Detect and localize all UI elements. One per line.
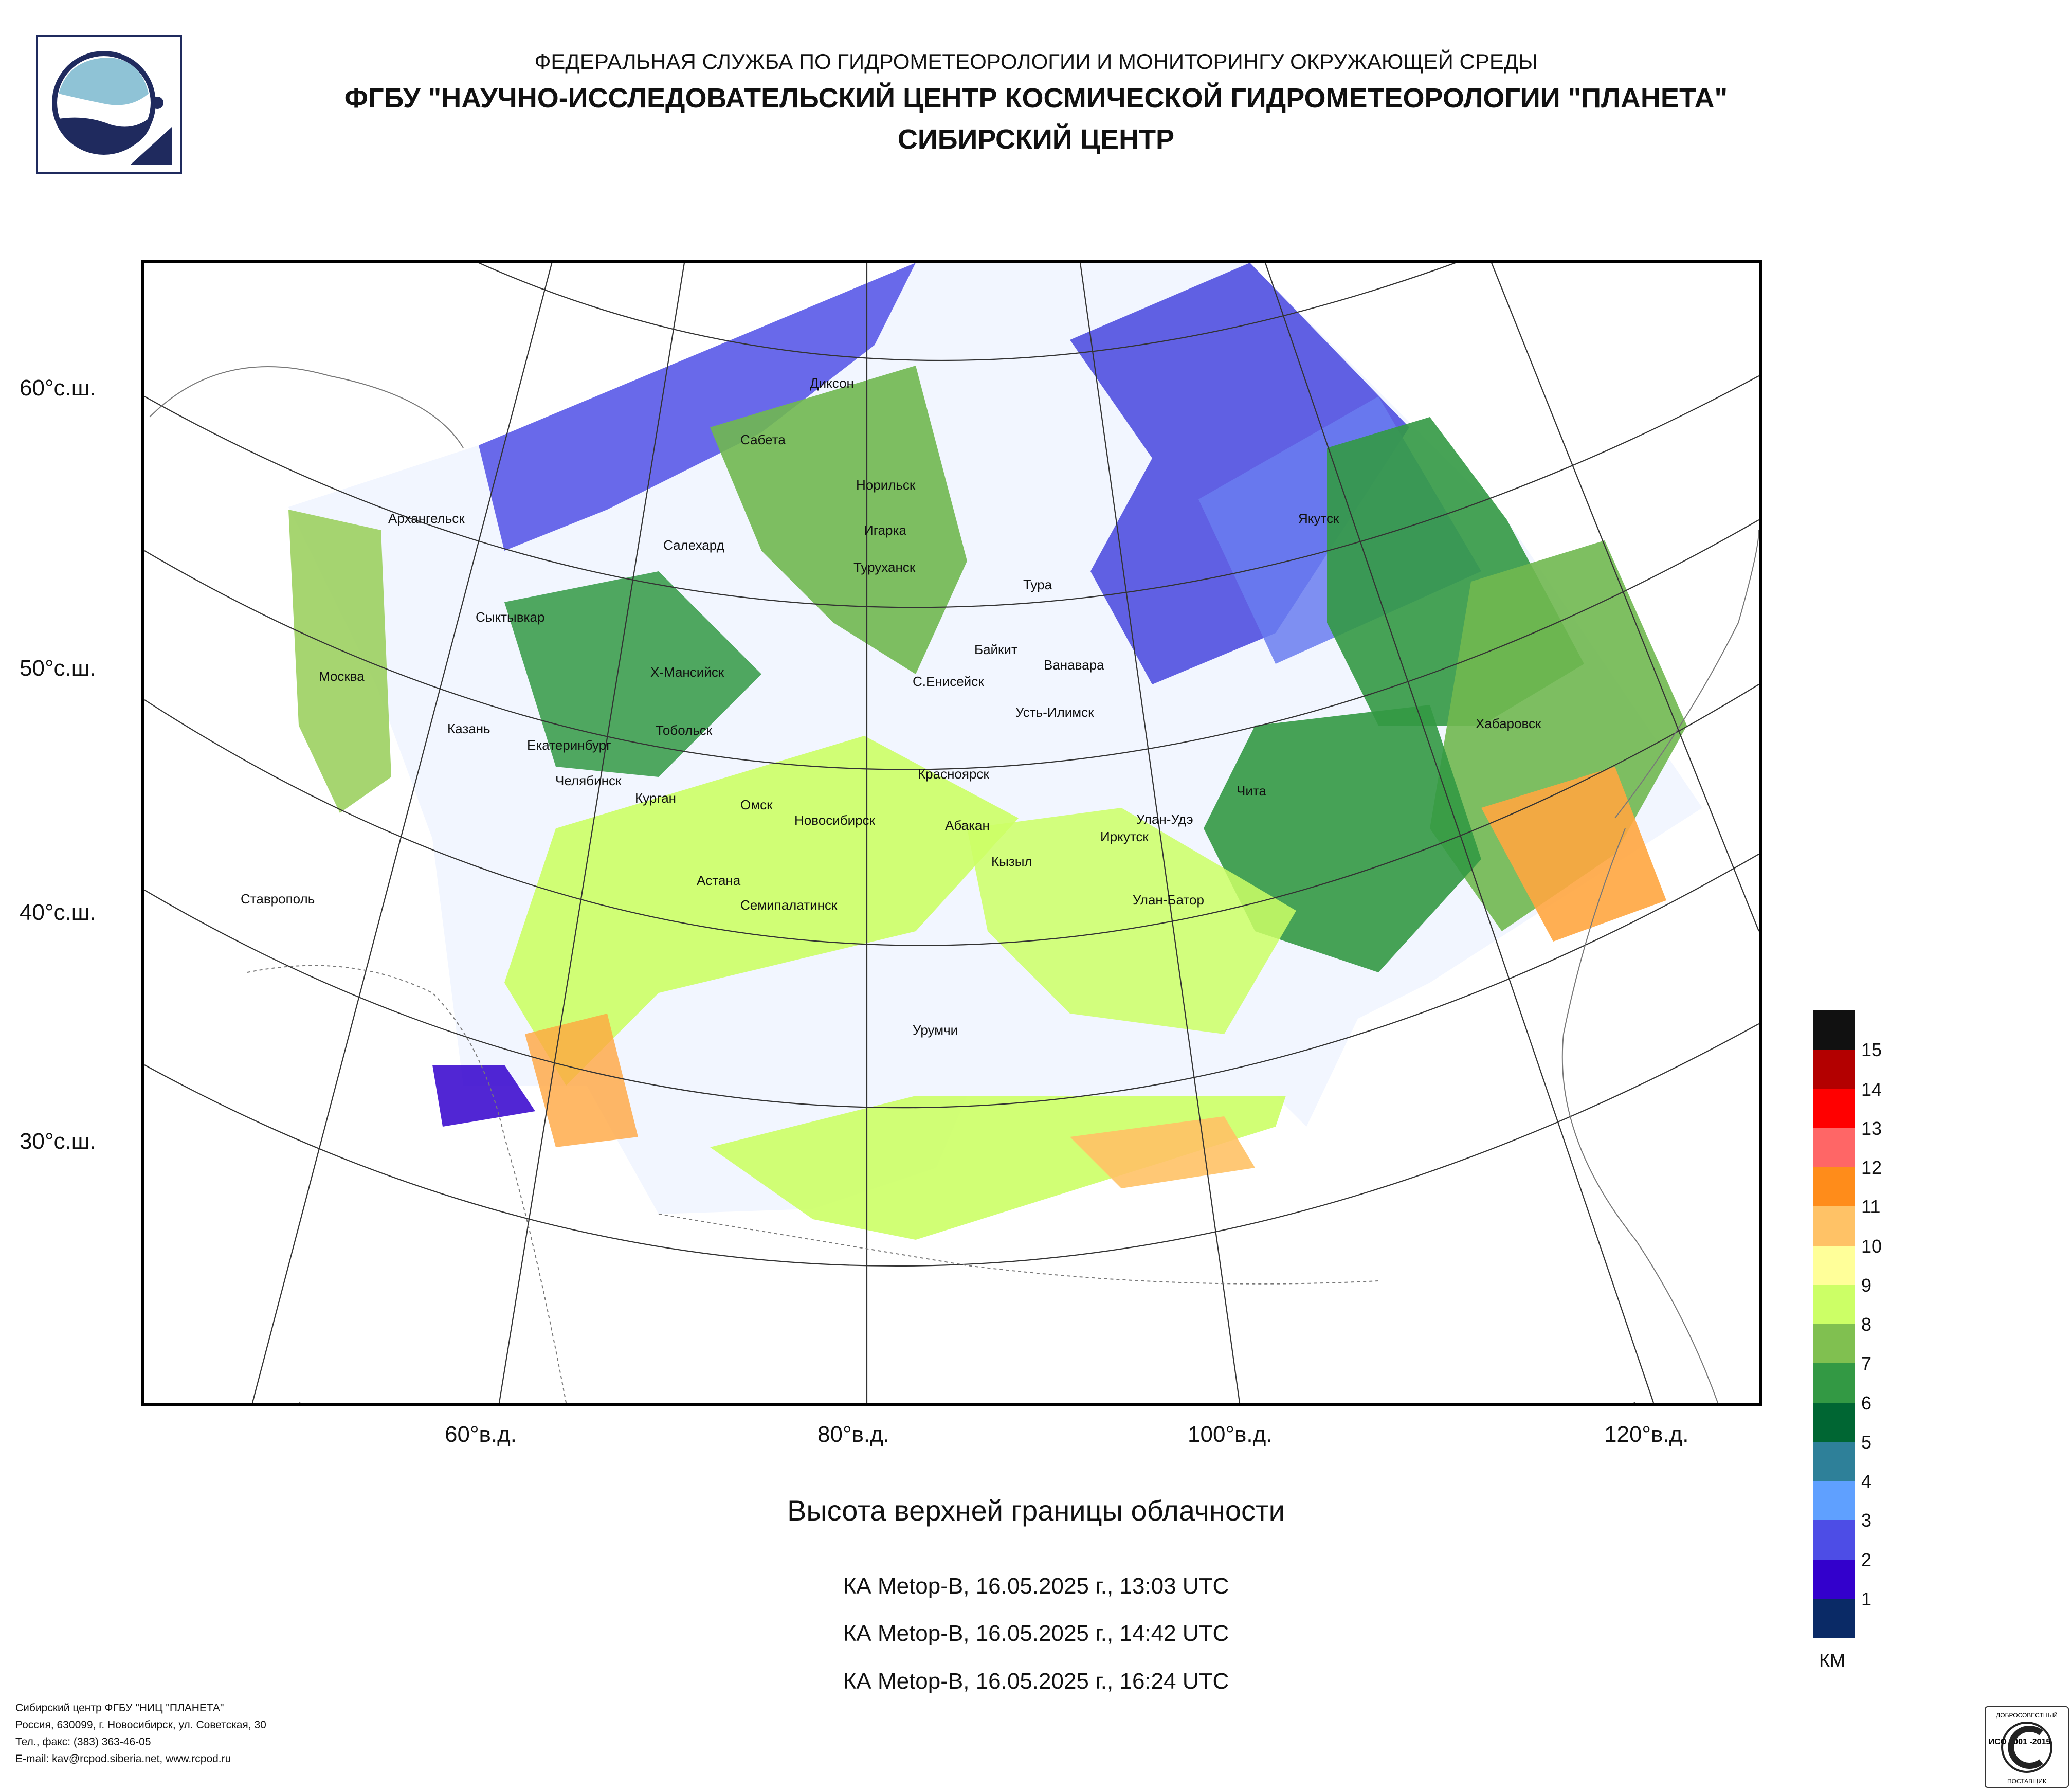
legend-label: 12 [1861,1157,1882,1178]
legend-swatch [1813,1441,1855,1481]
city-label: Игарка [864,522,906,538]
legend-label: 11 [1861,1196,1881,1218]
legend-label: 15 [1861,1039,1882,1061]
lon-label-120: 120°в.д. [1604,1422,1689,1447]
legend-swatch [1813,1559,1855,1599]
city-label: Тура [1023,577,1052,592]
city-label: Улан-Удэ [1136,811,1193,827]
legend-swatch [1813,1363,1855,1403]
iso-top-text: ДОБРОСОВЕСТНЫЙ [1996,1711,2058,1719]
lat-label-50: 50°с.ш. [20,656,96,681]
city-label: Тобольск [656,722,713,738]
legend-label: 9 [1861,1274,1872,1296]
city-label: Новосибирск [794,812,875,828]
legend-label: 4 [1861,1471,1872,1492]
city-label: Якутск [1298,511,1339,526]
legend-swatch [1813,1245,1855,1286]
legend-label: 13 [1861,1117,1882,1139]
city-label: Урумчи [913,1022,958,1038]
iso-certification-badge: ДОБРОСОВЕСТНЫЙ ИСО 9001 -2015 ПОСТАВЩИК [1985,1706,2069,1788]
footer-contacts: Сибирский центр ФГБУ "НИЦ "ПЛАНЕТА" Росс… [15,1699,266,1767]
header-institute: ФГБУ "НАУЧНО-ИССЛЕДОВАТЕЛЬСКИЙ ЦЕНТР КОС… [344,83,1728,114]
legend-swatch [1813,1324,1855,1364]
city-label: Байкит [974,642,1017,657]
lat-label-40: 40°с.ш. [20,900,96,925]
city-label: Салехард [663,537,724,553]
footer-line: Сибирский центр ФГБУ "НИЦ "ПЛАНЕТА" [15,1702,224,1714]
map-title: Высота верхней границы облачности [787,1494,1285,1527]
legend-label: 8 [1861,1314,1872,1335]
city-label: Семипалатинск [740,897,838,913]
legend-label: 5 [1861,1431,1872,1453]
city-label: Кызыл [991,854,1032,869]
legend-swatch [1813,1520,1855,1560]
city-label: Сабета [740,432,786,447]
lat-label-30: 30°с.ш. [20,1129,96,1154]
footer-line: E-mail: kav@rcpod.siberia.net, www.rcpod… [15,1753,231,1765]
city-label: Астана [697,873,741,888]
legend-label: 3 [1861,1510,1872,1531]
city-label: Красноярск [918,766,989,782]
city-label: Омск [740,797,773,812]
planeta-logo [36,35,182,174]
iso-mark: ИСО 9001 -2015 [1989,1738,2051,1746]
city-label: Абакан [945,818,990,833]
header-agency: ФЕДЕРАЛЬНАЯ СЛУЖБА ПО ГИДРОМЕТЕОРОЛОГИИ … [534,49,1538,74]
city-label: Сыктывкар [476,609,545,625]
pass-line: КА Metop-B, 16.05.2025 г., 16:24 UTC [843,1669,1229,1694]
city-label: Казань [447,721,490,736]
city-label: Х-Мансийск [650,664,724,680]
legend-swatch [1813,1402,1855,1442]
city-label: Чита [1237,783,1266,799]
city-label: Ванавара [1044,657,1104,673]
legend-label: 10 [1861,1235,1882,1257]
legend-swatch [1813,1167,1855,1207]
city-label: Улан-Батор [1133,892,1204,908]
city-label: Курган [635,790,677,806]
pass-line: КА Metop-B, 16.05.2025 г., 14:42 UTC [843,1621,1229,1646]
lon-label-80: 80°в.д. [817,1422,890,1447]
legend-swatch [1813,1285,1855,1325]
lat-label-60: 60°с.ш. [20,375,96,401]
legend-swatch [1813,1598,1855,1638]
city-label: С.Енисейск [913,674,984,689]
legend-swatch [1813,1206,1855,1246]
legend-swatch [1813,1128,1855,1168]
footer-line: Россия, 630099, г. Новосибирск, ул. Сове… [15,1719,266,1731]
city-label: Архангельск [388,511,465,526]
lon-label-100: 100°в.д. [1188,1422,1273,1447]
city-label: Ставрополь [241,891,315,907]
city-label: Хабаровск [1476,716,1541,731]
lon-label-60: 60°в.д. [445,1422,517,1447]
city-label: Туруханск [853,559,916,575]
city-label: Москва [319,668,365,684]
legend-label: 14 [1861,1078,1882,1100]
city-label: Усть-Илимск [1015,704,1094,720]
header-center: СИБИРСКИЙ ЦЕНТР [897,124,1175,155]
cloud-height-legend [1813,1010,1855,1638]
footer-line: Тел., факс: (383) 363-46-05 [15,1736,151,1748]
pass-line: КА Metop-B, 16.05.2025 г., 13:03 UTC [843,1573,1229,1599]
iso-bottom-text: ПОСТАВЩИК [2007,1778,2046,1785]
legend-swatch [1813,1481,1855,1521]
legend-swatch [1813,1089,1855,1129]
city-label: Екатеринбург [527,737,611,753]
legend-unit: КМ [1819,1650,1845,1671]
legend-swatch [1813,1010,1855,1051]
legend-label: 1 [1861,1588,1872,1609]
city-label: Диксон [810,375,854,391]
legend-label: 7 [1861,1353,1872,1374]
legend-label: 2 [1861,1549,1872,1570]
city-label: Челябинск [555,773,622,788]
cloud-top-map [141,260,1762,1406]
legend-label: 6 [1861,1392,1872,1414]
legend-swatch [1813,1050,1855,1090]
city-label: Иркутск [1100,829,1149,844]
city-label: Норильск [856,477,916,493]
